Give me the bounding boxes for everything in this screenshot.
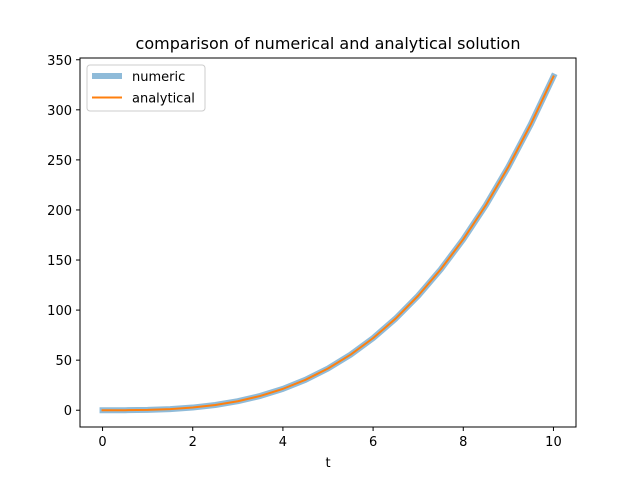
- legend-label-analytical: analytical: [132, 92, 195, 107]
- x-axis-label: t: [325, 456, 330, 471]
- y-axis: 0 50 100 150 200 250 300 350: [47, 54, 80, 419]
- x-tick-label: 0: [98, 435, 106, 450]
- y-tick-label: 200: [47, 204, 72, 219]
- x-axis: 0 2 4 6 8 10: [98, 427, 562, 450]
- legend: numeric analytical: [86, 64, 206, 112]
- y-tick-label: 350: [47, 54, 72, 69]
- y-tick-label: 50: [55, 354, 72, 369]
- x-tick-label: 6: [369, 435, 377, 450]
- series-line-analytical: [101, 75, 555, 412]
- x-tick-label: 2: [189, 435, 197, 450]
- chart-title: comparison of numerical and analytical s…: [136, 34, 521, 53]
- y-tick-label: 300: [47, 104, 72, 119]
- y-tick-label: 150: [47, 254, 72, 269]
- x-tick-label: 10: [545, 435, 562, 450]
- x-tick-label: 4: [279, 435, 287, 450]
- plot-frame: [79, 57, 577, 428]
- y-tick-label: 0: [64, 404, 72, 419]
- legend-label-numeric: numeric: [132, 70, 185, 85]
- plot-area: [99, 72, 558, 414]
- y-tick-label: 250: [47, 154, 72, 169]
- y-tick-label: 100: [47, 304, 72, 319]
- x-tick-label: 8: [459, 435, 467, 450]
